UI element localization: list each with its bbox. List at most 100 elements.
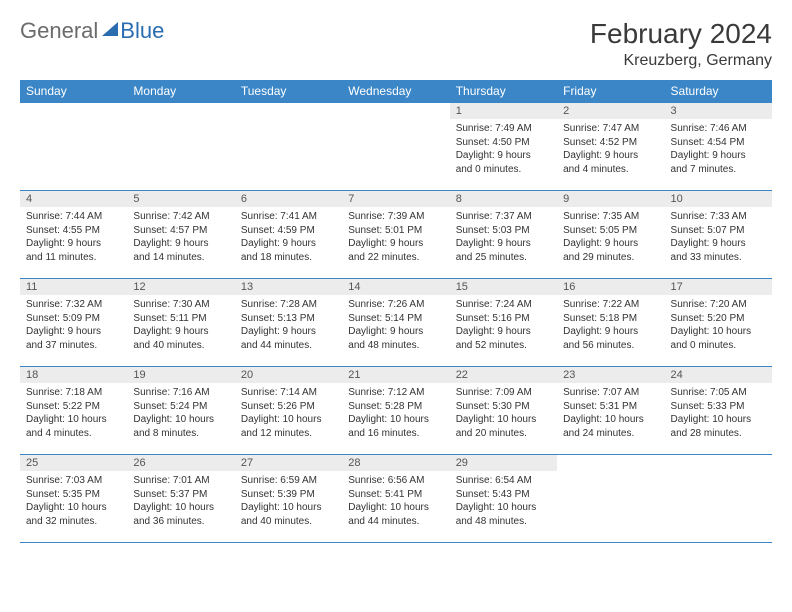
calendar-week-row: 25Sunrise: 7:03 AMSunset: 5:35 PMDayligh… <box>20 455 772 543</box>
sunset-text: Sunset: 5:30 PM <box>456 400 551 414</box>
daylight1-text: Daylight: 9 hours <box>26 237 121 251</box>
day-details: Sunrise: 7:18 AMSunset: 5:22 PMDaylight:… <box>20 383 127 443</box>
daylight1-text: Daylight: 9 hours <box>133 237 228 251</box>
sunset-text: Sunset: 5:18 PM <box>563 312 658 326</box>
calendar-week-row: ........1Sunrise: 7:49 AMSunset: 4:50 PM… <box>20 103 772 191</box>
day-details: Sunrise: 7:05 AMSunset: 5:33 PMDaylight:… <box>665 383 772 443</box>
sunset-text: Sunset: 5:07 PM <box>671 224 766 238</box>
calendar-day-cell: 6Sunrise: 7:41 AMSunset: 4:59 PMDaylight… <box>235 191 342 279</box>
day-details: Sunrise: 6:59 AMSunset: 5:39 PMDaylight:… <box>235 471 342 531</box>
daylight1-text: Daylight: 9 hours <box>456 325 551 339</box>
calendar-day-cell: 19 Sunrise: 7:16 AMSunset: 5:24 PMDayligh… <box>127 367 234 455</box>
sunset-text: Sunset: 4:50 PM <box>456 136 551 150</box>
sunrise-text: Sunrise: 7:12 AM <box>348 386 443 400</box>
day-number: 25 <box>20 455 127 471</box>
daylight2-text: and 28 minutes. <box>671 427 766 441</box>
calendar-day-cell: 5Sunrise: 7:42 AMSunset: 4:57 PMDaylight… <box>127 191 234 279</box>
day-number: 4 <box>20 191 127 207</box>
calendar-day-cell: 9Sunrise: 7:35 AMSunset: 5:05 PMDaylight… <box>557 191 664 279</box>
day-details: Sunrise: 6:56 AMSunset: 5:41 PMDaylight:… <box>342 471 449 531</box>
sunrise-text: Sunrise: 7:05 AM <box>671 386 766 400</box>
day-number: 24 <box>665 367 772 383</box>
sunrise-text: Sunrise: 7:16 AM <box>133 386 228 400</box>
daylight1-text: Daylight: 9 hours <box>671 149 766 163</box>
calendar-day-cell: 23Sunrise: 7:07 AMSunset: 5:31 PMDayligh… <box>557 367 664 455</box>
sunrise-text: Sunrise: 7:49 AM <box>456 122 551 136</box>
calendar-day-cell: 14Sunrise: 7:26 AMSunset: 5:14 PMDayligh… <box>342 279 449 367</box>
day-number: 7 <box>342 191 449 207</box>
sunset-text: Sunset: 5:41 PM <box>348 488 443 502</box>
calendar-table: Sunday Monday Tuesday Wednesday Thursday… <box>20 80 772 543</box>
calendar-week-row: 11Sunrise: 7:32 AMSunset: 5:09 PMDayligh… <box>20 279 772 367</box>
daylight2-text: and 48 minutes. <box>456 515 551 529</box>
sunrise-text: Sunrise: 7:30 AM <box>133 298 228 312</box>
day-number: 13 <box>235 279 342 295</box>
month-title: February 2024 <box>590 18 772 50</box>
location: Kreuzberg, Germany <box>590 52 772 70</box>
day-number: 19 <box>127 367 234 383</box>
sunset-text: Sunset: 5:16 PM <box>456 312 551 326</box>
title-block: February 2024 Kreuzberg, Germany <box>590 18 772 70</box>
daylight1-text: Daylight: 10 hours <box>26 413 121 427</box>
day-number: 29 <box>450 455 557 471</box>
day-details: Sunrise: 7:46 AMSunset: 4:54 PMDaylight:… <box>665 119 772 179</box>
daylight2-text: and 25 minutes. <box>456 251 551 265</box>
sunrise-text: Sunrise: 7:18 AM <box>26 386 121 400</box>
daylight1-text: Daylight: 9 hours <box>26 325 121 339</box>
daylight2-text: and 18 minutes. <box>241 251 336 265</box>
calendar-week-row: 18Sunrise: 7:18 AMSunset: 5:22 PMDayligh… <box>20 367 772 455</box>
day-details: Sunrise: 7:30 AMSunset: 5:11 PMDaylight:… <box>127 295 234 355</box>
daylight2-text: and 16 minutes. <box>348 427 443 441</box>
day-details: Sunrise: 7:03 AMSunset: 5:35 PMDaylight:… <box>20 471 127 531</box>
day-details: Sunrise: 7:49 AMSunset: 4:50 PMDaylight:… <box>450 119 557 179</box>
weekday-header: Thursday <box>450 80 557 103</box>
day-number: 3 <box>665 103 772 119</box>
day-details: Sunrise: 7:42 AMSunset: 4:57 PMDaylight:… <box>127 207 234 267</box>
calendar-day-cell: 10Sunrise: 7:33 AMSunset: 5:07 PMDayligh… <box>665 191 772 279</box>
day-details: Sunrise: 7:44 AMSunset: 4:55 PMDaylight:… <box>20 207 127 267</box>
sunrise-text: Sunrise: 7:33 AM <box>671 210 766 224</box>
daylight2-text: and 0 minutes. <box>671 339 766 353</box>
daylight1-text: Daylight: 9 hours <box>563 237 658 251</box>
calendar-day-cell: .. <box>127 103 234 191</box>
sunset-text: Sunset: 5:01 PM <box>348 224 443 238</box>
daylight1-text: Daylight: 9 hours <box>133 325 228 339</box>
daylight1-text: Daylight: 10 hours <box>133 413 228 427</box>
sunset-text: Sunset: 5:13 PM <box>241 312 336 326</box>
day-details: Sunrise: 7:28 AMSunset: 5:13 PMDaylight:… <box>235 295 342 355</box>
brand-logo: General Blue <box>20 18 164 44</box>
day-number: 10 <box>665 191 772 207</box>
daylight2-text: and 36 minutes. <box>133 515 228 529</box>
brand-part2: Blue <box>120 18 164 44</box>
calendar-day-cell: .. <box>235 103 342 191</box>
day-number: 16 <box>557 279 664 295</box>
day-details: Sunrise: 7:14 AMSunset: 5:26 PMDaylight:… <box>235 383 342 443</box>
weekday-header: Friday <box>557 80 664 103</box>
sunrise-text: Sunrise: 7:03 AM <box>26 474 121 488</box>
sunset-text: Sunset: 5:24 PM <box>133 400 228 414</box>
calendar-day-cell: 8Sunrise: 7:37 AMSunset: 5:03 PMDaylight… <box>450 191 557 279</box>
calendar-day-cell: 25Sunrise: 7:03 AMSunset: 5:35 PMDayligh… <box>20 455 127 543</box>
day-details: Sunrise: 7:26 AMSunset: 5:14 PMDaylight:… <box>342 295 449 355</box>
day-number: 18 <box>20 367 127 383</box>
day-number: 2 <box>557 103 664 119</box>
sunrise-text: Sunrise: 7:28 AM <box>241 298 336 312</box>
daylight1-text: Daylight: 10 hours <box>241 413 336 427</box>
sunrise-text: Sunrise: 7:01 AM <box>133 474 228 488</box>
weekday-header-row: Sunday Monday Tuesday Wednesday Thursday… <box>20 80 772 103</box>
sunrise-text: Sunrise: 7:20 AM <box>671 298 766 312</box>
day-details: Sunrise: 7:35 AMSunset: 5:05 PMDaylight:… <box>557 207 664 267</box>
daylight1-text: Daylight: 9 hours <box>241 325 336 339</box>
calendar-day-cell: 27Sunrise: 6:59 AMSunset: 5:39 PMDayligh… <box>235 455 342 543</box>
sunrise-text: Sunrise: 7:46 AM <box>671 122 766 136</box>
daylight1-text: Daylight: 9 hours <box>348 237 443 251</box>
calendar-day-cell: 17Sunrise: 7:20 AMSunset: 5:20 PMDayligh… <box>665 279 772 367</box>
sunset-text: Sunset: 5:28 PM <box>348 400 443 414</box>
day-number: 6 <box>235 191 342 207</box>
day-details: Sunrise: 7:22 AMSunset: 5:18 PMDaylight:… <box>557 295 664 355</box>
weekday-header: Tuesday <box>235 80 342 103</box>
sunset-text: Sunset: 5:37 PM <box>133 488 228 502</box>
sunrise-text: Sunrise: 7:47 AM <box>563 122 658 136</box>
sunset-text: Sunset: 5:31 PM <box>563 400 658 414</box>
sunset-text: Sunset: 5:39 PM <box>241 488 336 502</box>
